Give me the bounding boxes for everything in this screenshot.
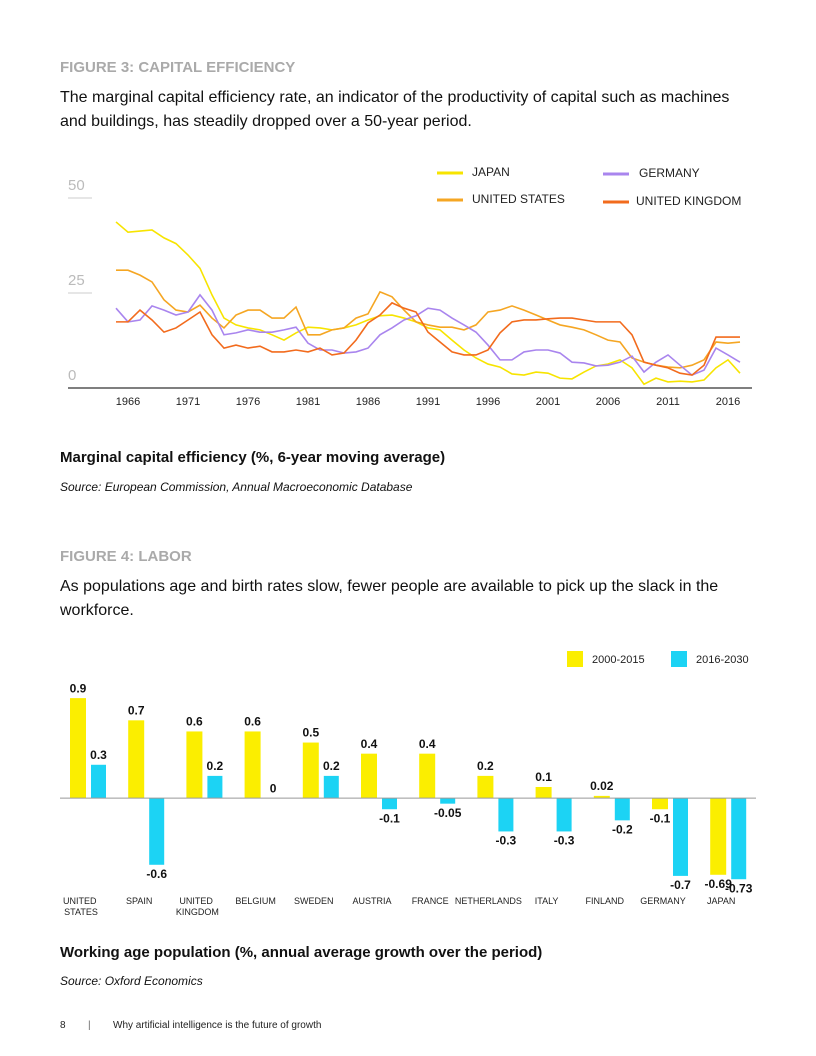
y-tick-label: 25 (68, 272, 85, 289)
x-tick-label: 2016 (716, 396, 740, 408)
page-number: 8 (60, 1020, 66, 1031)
figure-source: Source: European Commission, Annual Macr… (60, 480, 413, 494)
bar (593, 795, 610, 799)
footer-text: Why artificial intelligence is the futur… (113, 1020, 322, 1031)
figure-caption: Working age population (%, annual averag… (60, 944, 543, 961)
bar (91, 764, 106, 799)
value-label: 0 (270, 781, 277, 795)
figure-description: As populations age and birth rates slow,… (60, 578, 719, 619)
series-line (116, 301, 740, 376)
x-tick-label: AUSTRIA (352, 896, 391, 906)
x-tick-label: GERMANY (640, 896, 686, 906)
x-tick-label: SWEDEN (294, 896, 334, 906)
legend-label: UNITED KINGDOM (636, 194, 741, 208)
bar (477, 775, 494, 799)
value-label: 0.2 (477, 759, 494, 773)
x-tick-label: FRANCE (412, 896, 449, 906)
bar (207, 775, 223, 799)
x-tick-label: 2011 (656, 396, 680, 408)
bar (535, 787, 552, 799)
x-tick-label: 2001 (536, 396, 560, 408)
x-tick-label: 2006 (596, 396, 620, 408)
value-label: -0.3 (496, 834, 517, 848)
value-label: -0.05 (434, 806, 462, 820)
bar (710, 798, 727, 875)
bar (673, 798, 688, 876)
value-label: 0.2 (323, 759, 340, 773)
value-label: 0.9 (70, 681, 87, 695)
bar (652, 798, 668, 810)
bar (128, 720, 145, 799)
bar (731, 798, 747, 880)
y-tick-label: 50 (68, 177, 85, 194)
series-line (116, 269, 741, 369)
x-tick-label: 1996 (476, 396, 500, 408)
bar (556, 798, 572, 832)
x-tick-label: 1966 (116, 396, 140, 408)
legend-label: GERMANY (639, 166, 700, 180)
figure-source: Source: Oxford Economics (60, 974, 203, 988)
value-label: -0.1 (650, 811, 671, 825)
x-tick-label: 1976 (236, 396, 260, 408)
figure-description: The marginal capital efficiency rate, an… (60, 89, 730, 130)
bar (149, 798, 165, 865)
value-label: -0.7 (670, 878, 691, 892)
series-line (115, 221, 741, 386)
legend-label: UNITED STATES (472, 192, 565, 206)
bar (382, 798, 397, 810)
value-label: 0.5 (302, 726, 319, 740)
figure-heading: FIGURE 3: CAPITAL EFFICIENCY (60, 59, 296, 76)
series-line (115, 293, 741, 377)
legend-label: 2016-2030 (696, 654, 749, 666)
figure-caption: Marginal capital efficiency (%, 6-year m… (60, 449, 446, 466)
value-label: 0.6 (244, 715, 261, 729)
value-label: -0.69 (705, 877, 733, 891)
x-tick-label: JAPAN (707, 896, 735, 906)
legend-label: JAPAN (472, 165, 510, 179)
value-label: -0.2 (612, 823, 633, 837)
bar (323, 775, 339, 799)
bar (244, 731, 261, 799)
bar (361, 753, 377, 799)
value-label: 0.7 (128, 704, 145, 718)
value-label: 0.6 (186, 715, 203, 729)
bar (498, 798, 514, 832)
value-label: 0.2 (207, 759, 224, 773)
bar (302, 742, 319, 799)
y-tick-label: 0 (68, 367, 76, 384)
separator: | (88, 1020, 91, 1031)
x-tick-label: BELGIUM (235, 896, 276, 906)
x-tick-label: 1981 (296, 396, 320, 408)
value-label: 0.1 (535, 770, 552, 784)
value-label: -0.1 (379, 811, 400, 825)
x-tick-label: ITALY (535, 896, 559, 906)
value-label: -0.6 (146, 867, 167, 881)
legend-swatch (567, 651, 583, 667)
bar (186, 731, 203, 799)
x-tick-label: UNITED STATES (63, 896, 99, 917)
x-tick-label: FINLAND (586, 896, 625, 906)
x-tick-label: 1986 (356, 396, 380, 408)
figure-heading: FIGURE 4: LABOR (60, 548, 192, 565)
x-tick-label: SPAIN (126, 896, 152, 906)
value-label: 0.02 (590, 779, 614, 793)
value-label: -0.3 (554, 834, 575, 848)
x-tick-label: UNITED KINGDOM (176, 896, 219, 917)
bar (70, 698, 86, 799)
x-tick-label: 1991 (416, 396, 440, 408)
legend-swatch (671, 651, 687, 667)
bar (440, 798, 456, 804)
value-label: -0.73 (725, 881, 753, 895)
value-label: 0.4 (361, 737, 378, 751)
bar (419, 753, 436, 799)
value-label: 0.4 (419, 737, 436, 751)
x-tick-label: NETHERLANDS (455, 896, 522, 906)
bar (614, 798, 630, 821)
legend-label: 2000-2015 (592, 654, 645, 666)
x-tick-label: 1971 (176, 396, 200, 408)
value-label: 0.3 (90, 748, 107, 762)
